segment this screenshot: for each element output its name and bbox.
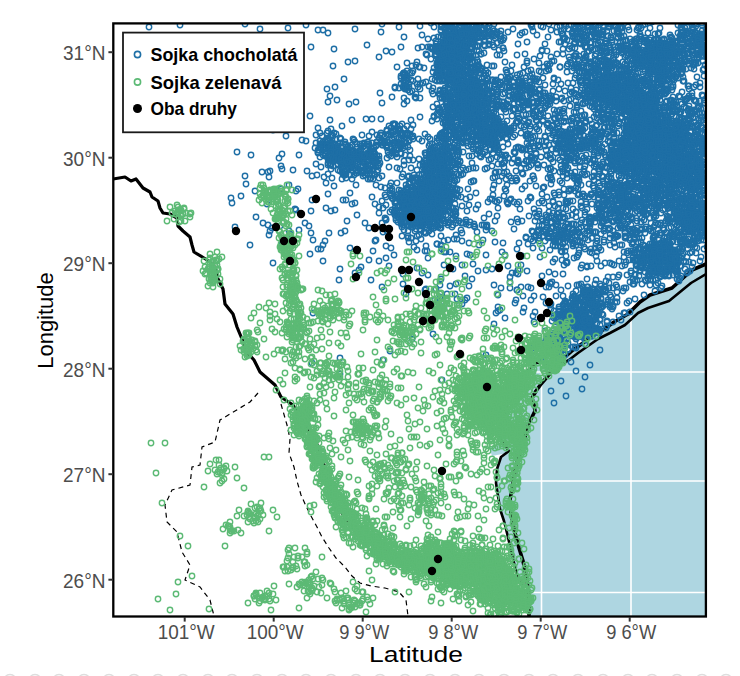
svg-text:30°N: 30°N bbox=[63, 147, 106, 170]
svg-text:9 9°W: 9 9°W bbox=[339, 620, 389, 643]
svg-text:Latitude: Latitude bbox=[369, 642, 463, 667]
svg-text:28°N: 28°N bbox=[63, 358, 106, 381]
svg-text:Sojka chocholatá: Sojka chocholatá bbox=[151, 44, 298, 65]
svg-text:101°W: 101°W bbox=[158, 620, 215, 643]
svg-text:Longitude: Longitude bbox=[33, 272, 58, 369]
svg-text:26°N: 26°N bbox=[63, 569, 106, 592]
svg-text:9 7°W: 9 7°W bbox=[517, 620, 567, 643]
svg-text:9 6°W: 9 6°W bbox=[606, 620, 656, 643]
svg-text:Sojka zelenavá: Sojka zelenavá bbox=[151, 72, 282, 93]
svg-text:100°W: 100°W bbox=[247, 620, 304, 643]
svg-text:Oba druhy: Oba druhy bbox=[151, 98, 238, 119]
svg-text:9 8°W: 9 8°W bbox=[428, 620, 478, 643]
svg-text:31°N: 31°N bbox=[63, 41, 106, 64]
svg-text:29°N: 29°N bbox=[63, 252, 106, 275]
svg-text:27°N: 27°N bbox=[63, 463, 106, 486]
